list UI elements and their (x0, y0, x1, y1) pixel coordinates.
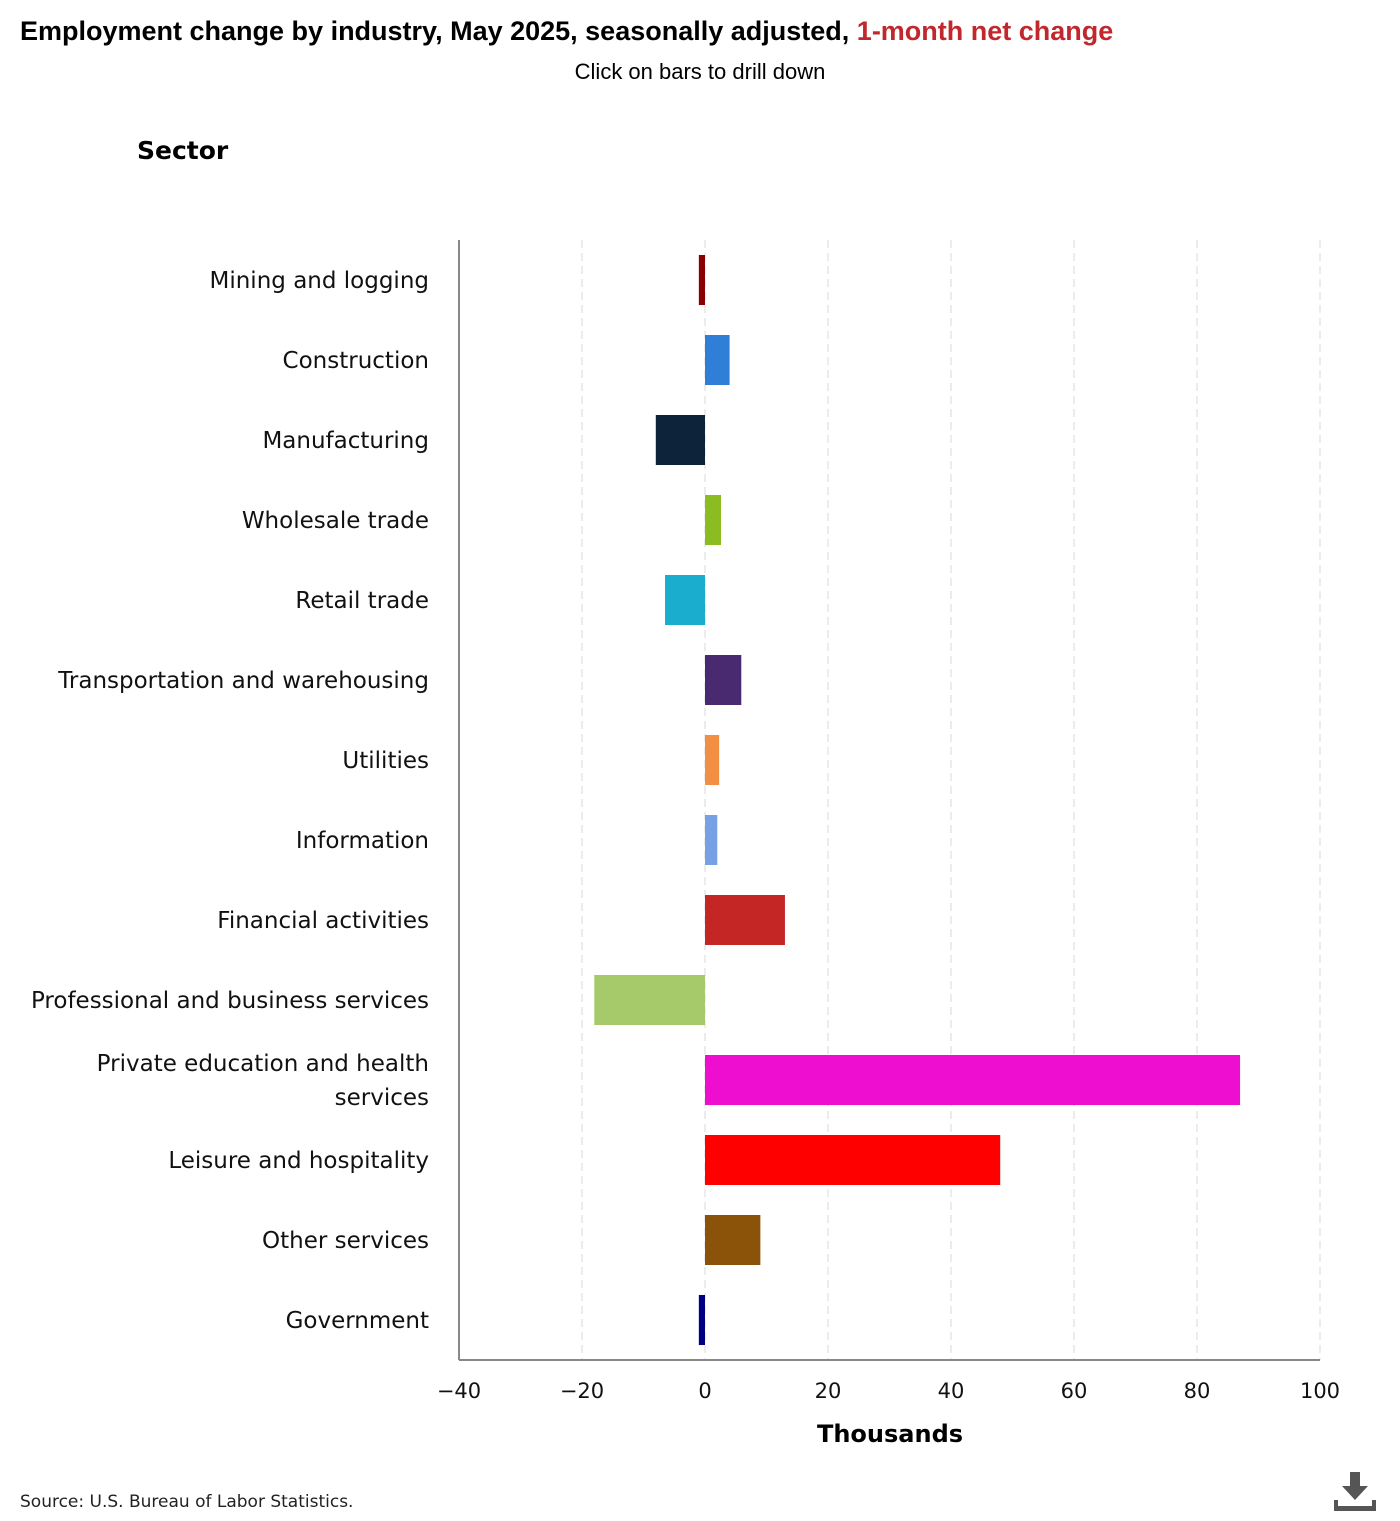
axes (458, 240, 1320, 1361)
x-tick-labels: −40 −20 0 20 40 60 80 100 (437, 1379, 1340, 1403)
bar[interactable] (705, 815, 718, 865)
chart-title: Employment change by industry, May 2025,… (20, 16, 1113, 47)
bar[interactable] (665, 575, 705, 625)
bar[interactable] (705, 1055, 1241, 1105)
x-tick-label: −40 (437, 1379, 481, 1403)
x-tick-label: 20 (815, 1379, 842, 1403)
bar[interactable] (705, 1135, 1001, 1185)
bar[interactable] (705, 895, 785, 945)
x-tick-label: −20 (560, 1379, 604, 1403)
bar[interactable] (698, 255, 705, 305)
x-tick-label: 100 (1300, 1379, 1340, 1403)
category-label: Leisure and hospitality (168, 1148, 429, 1174)
category-label: Construction (283, 348, 429, 374)
category-label: Information (296, 828, 429, 854)
category-label: Wholesale trade (242, 508, 429, 534)
y-axis-title: Sector (137, 136, 229, 165)
source-note: Source: U.S. Bureau of Labor Statistics. (20, 1492, 354, 1512)
x-tick-label: 80 (1184, 1379, 1211, 1403)
category-label: Manufacturing (262, 428, 429, 454)
category-label: Private education and health (97, 1051, 429, 1077)
x-tick-label: 60 (1061, 1379, 1088, 1403)
chart-title-accent: 1-month net change (856, 16, 1114, 46)
x-tick-label: 40 (938, 1379, 965, 1403)
bars (594, 255, 1241, 1345)
category-label: Retail trade (295, 588, 429, 614)
bar[interactable] (594, 975, 705, 1025)
bar[interactable] (705, 495, 721, 545)
bar[interactable] (705, 655, 742, 705)
category-label: Financial activities (217, 908, 429, 934)
category-label: Utilities (342, 748, 429, 774)
download-button[interactable] (1330, 1468, 1378, 1516)
category-label: Other services (262, 1228, 429, 1254)
category-label: Professional and business services (31, 988, 429, 1014)
gridlines (581, 240, 1321, 1360)
chart-subtitle: Click on bars to drill down (574, 59, 826, 84)
category-label: Mining and logging (210, 268, 430, 294)
bar[interactable] (705, 1215, 761, 1265)
category-labels: Mining and logging Construction Manufactur… (31, 268, 429, 1334)
download-icon (1334, 1472, 1376, 1511)
category-label: Transportation and warehousing (57, 668, 429, 694)
bar-chart: Mining and logging Construction Manufactur… (31, 240, 1340, 1448)
bar[interactable] (655, 415, 705, 465)
x-tick-label: 0 (698, 1379, 711, 1403)
chart-title-main: Employment change by industry, May 2025,… (20, 16, 850, 46)
bar[interactable] (705, 735, 720, 785)
bar[interactable] (705, 335, 730, 385)
category-label: services (335, 1085, 429, 1111)
bar[interactable] (698, 1295, 705, 1345)
category-label: Government (286, 1308, 429, 1334)
x-axis-title: Thousands (817, 1420, 963, 1448)
